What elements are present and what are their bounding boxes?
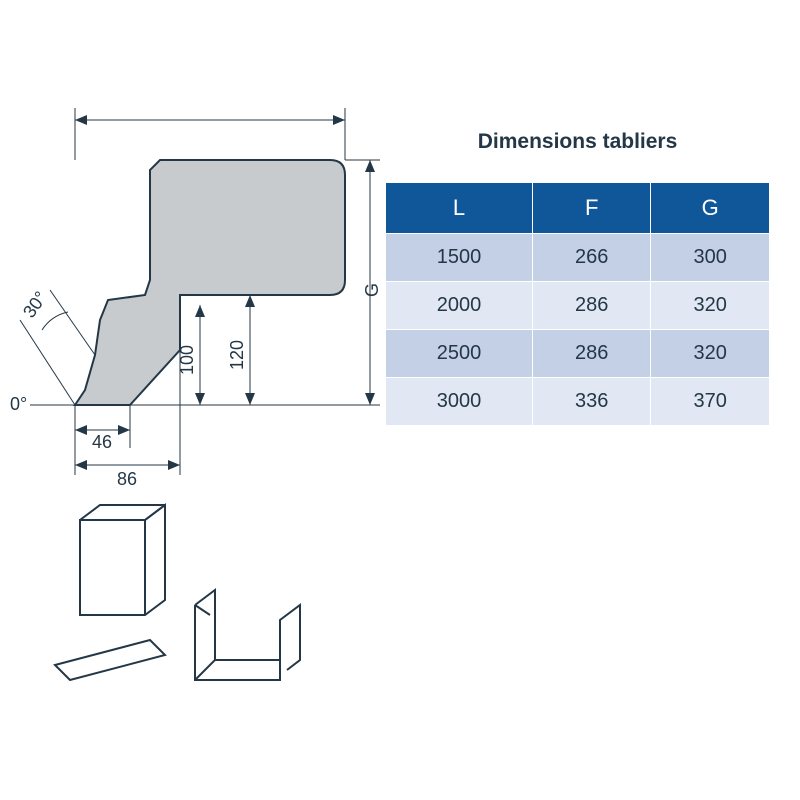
cell: 300: [651, 234, 770, 282]
cell: 1500: [386, 234, 533, 282]
table-row: 2000 286 320: [386, 282, 770, 330]
col-G: G: [651, 183, 770, 234]
profile-shape: [75, 160, 345, 405]
label-46: 46: [92, 432, 112, 452]
table-row: 1500 266 300: [386, 234, 770, 282]
cell: 320: [651, 330, 770, 378]
col-L: L: [386, 183, 533, 234]
table-row: 2500 286 320: [386, 330, 770, 378]
dim-100: 100: [177, 305, 205, 405]
label-120: 120: [227, 340, 247, 370]
cell: 370: [651, 378, 770, 426]
cell: 320: [651, 282, 770, 330]
cell: 266: [532, 234, 651, 282]
table-row: 3000 336 370: [386, 378, 770, 426]
dim-top-width: [75, 108, 345, 160]
cell: 2500: [386, 330, 533, 378]
dim-46: 46: [75, 405, 130, 452]
dim-30deg: 30°: [19, 288, 95, 405]
cell: 336: [532, 378, 651, 426]
technical-diagram: G 120 100 30°: [0, 0, 385, 800]
cell: 2000: [386, 282, 533, 330]
label-30deg: 30°: [19, 288, 51, 322]
label-0deg: 0°: [10, 394, 27, 414]
table-header-row: L F G: [386, 183, 770, 234]
cell: 286: [532, 282, 651, 330]
bent-shapes-icon: [55, 505, 300, 680]
cell: 3000: [386, 378, 533, 426]
col-F: F: [532, 183, 651, 234]
cell: 286: [532, 330, 651, 378]
dim-0deg: 0°: [10, 394, 75, 414]
label-86: 86: [117, 469, 137, 489]
dimensions-table: L F G 1500 266 300 2000 286 320 2500: [385, 182, 770, 426]
label-G: G: [362, 283, 382, 297]
table-title: Dimensions tabliers: [385, 130, 770, 154]
